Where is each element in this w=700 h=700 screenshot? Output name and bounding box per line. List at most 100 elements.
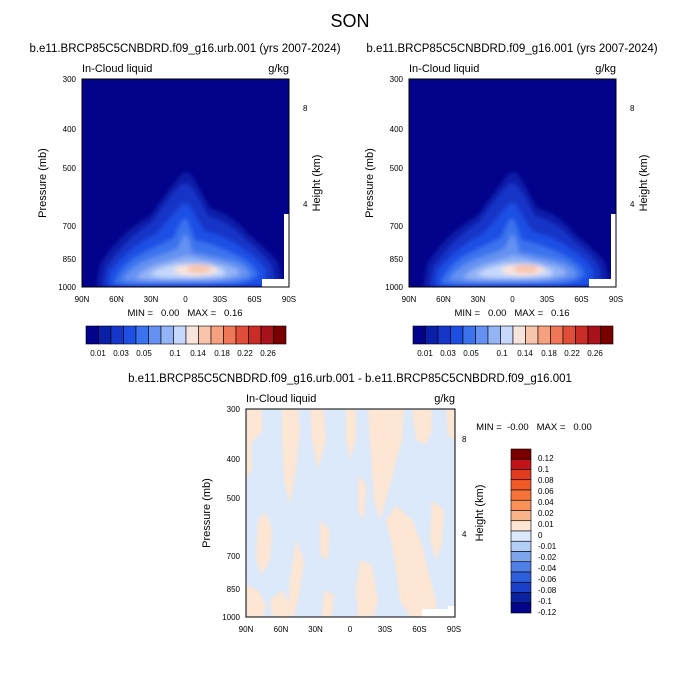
x-axis: 90N 60N 30N 0 30S 60S 90S [402, 295, 623, 304]
colorbar-label: 0.1 [538, 465, 550, 474]
y-axis-title: Pressure (mb) [37, 148, 49, 218]
positive-region [386, 505, 436, 617]
colorbar-swatch [510, 592, 532, 604]
colorbar-label: 0.22 [564, 349, 580, 358]
colorbar-label: 0.03 [113, 349, 129, 358]
contour-field [409, 79, 616, 287]
colorbar-swatch [510, 540, 532, 552]
y-tick-label: 1000 [385, 283, 403, 292]
positive-region [288, 540, 304, 617]
positive-region [270, 590, 290, 617]
colorbar-label: 0.08 [538, 476, 554, 485]
colorbar-swatch [550, 325, 564, 345]
y-tick-label: 1000 [222, 613, 240, 622]
panel-title: b.e11.BRCP85C5CNBDRD.f09_g16.001 (yrs 20… [366, 43, 657, 55]
colorbar: 0.01 0.03 0.05 0.1 0.14 0.18 0.22 0.26 [85, 325, 287, 358]
colorbar-swatch [148, 325, 162, 345]
x-tick-label: 30N [471, 295, 486, 304]
contour-field [246, 409, 455, 617]
colorbar-label: 0.18 [214, 349, 230, 358]
colorbar-label: -0.12 [538, 608, 557, 617]
colorbar-label: 0 [538, 531, 543, 540]
y-tick-label: 400 [63, 125, 77, 134]
height-tick-label: 4 [462, 530, 467, 539]
colorbar-swatch [273, 325, 287, 345]
x-tick-label: 60N [109, 295, 124, 304]
height-tick-label: 8 [630, 104, 635, 113]
positive-region [356, 560, 378, 617]
variable-label: In-Cloud liquid [409, 63, 479, 75]
colorbar-swatch [198, 325, 212, 345]
colorbar-swatch [510, 469, 532, 481]
figure-title: SON [330, 11, 369, 31]
units-label: g/kg [268, 63, 289, 75]
x-tick-label: 0 [348, 625, 353, 634]
x-tick-label: 60N [436, 295, 451, 304]
panel-urb: b.e11.BRCP85C5CNBDRD.f09_g16.urb.001 (yr… [29, 43, 340, 358]
y-tick-label: 850 [390, 255, 404, 264]
colorbar-swatch [510, 489, 532, 501]
colorbar-swatch [510, 602, 532, 614]
missing-data-mask [422, 609, 448, 617]
panel-title: b.e11.BRCP85C5CNBDRD.f09_g16.urb.001 - b… [128, 373, 572, 385]
colorbar-swatch [135, 325, 149, 345]
positive-region [368, 409, 404, 520]
colorbar: 0.01 0.03 0.05 0.1 0.14 0.18 0.22 0.26 [412, 325, 614, 358]
x-tick-label: 90N [402, 295, 417, 304]
x-tick-label: 90S [282, 295, 296, 304]
y-tick-label: 300 [63, 75, 77, 84]
colorbar-swatch [510, 571, 532, 583]
colorbar-label: 0.05 [136, 349, 152, 358]
colorbar-swatch [210, 325, 224, 345]
x-tick-label: 30S [378, 625, 392, 634]
colorbar-swatch [510, 499, 532, 511]
missing-data-mask [611, 214, 616, 287]
y-axis-right: 8 4 [630, 104, 635, 209]
contour-level-9 [187, 265, 211, 273]
y-tick-label: 1000 [58, 283, 76, 292]
y-axis-left: 300 400 500 700 850 1000 [58, 75, 76, 292]
colorbar-swatch [500, 325, 514, 345]
positive-region [310, 409, 326, 470]
colorbar-swatch [450, 325, 464, 345]
min-max-readout: MIN = 0.00 MAX = 0.16 [454, 308, 569, 319]
y-tick-label: 400 [390, 125, 404, 134]
colorbar-swatch [510, 479, 532, 491]
x-tick-label: 0 [183, 295, 188, 304]
colorbar-swatch [510, 458, 532, 470]
panel-title: b.e11.BRCP85C5CNBDRD.f09_g16.urb.001 (yr… [29, 43, 340, 55]
colorbar-swatch [223, 325, 237, 345]
colorbar-swatch [510, 561, 532, 573]
min-max-readout: MIN = 0.00 MAX = 0.16 [127, 308, 242, 319]
colorbar-swatch [425, 325, 439, 345]
colorbar-swatch [487, 325, 501, 345]
units-label: g/kg [595, 63, 616, 75]
positive-region [322, 590, 334, 617]
colorbar-labels: 0.01 0.03 0.05 0.1 0.14 0.18 0.22 0.26 [90, 349, 276, 358]
panel-control: b.e11.BRCP85C5CNBDRD.f09_g16.001 (yrs 20… [364, 43, 658, 358]
colorbar-swatch [160, 325, 174, 345]
colorbar-label: -0.08 [538, 586, 557, 595]
y-tick-label: 500 [390, 164, 404, 173]
y-axis-title-right: Height (km) [638, 155, 650, 212]
colorbar-labels: 0.12 0.1 0.08 0.06 0.04 0.02 0.01 0 -0.0… [538, 454, 557, 617]
x-tick-label: 60S [247, 295, 261, 304]
variable-label: In-Cloud liquid [82, 63, 152, 75]
colorbar-label: 0.06 [538, 487, 554, 496]
plot-frame [81, 78, 290, 288]
colorbar-swatch [537, 325, 551, 345]
colorbar-label: 0.26 [587, 349, 603, 358]
colorbar-label: 0.01 [538, 520, 554, 529]
units-label: g/kg [434, 393, 455, 405]
colorbar-label: 0.18 [541, 349, 557, 358]
height-tick-label: 8 [462, 435, 467, 444]
y-tick-label: 500 [227, 494, 241, 503]
contour-field [82, 79, 289, 287]
colorbar-swatches [412, 325, 614, 345]
y-axis-title-right: Height (km) [474, 485, 486, 542]
colorbar-swatch [185, 325, 199, 345]
y-tick-label: 700 [227, 552, 241, 561]
y-tick-label: 700 [63, 222, 77, 231]
missing-data-mask [284, 214, 289, 287]
y-axis-right: 8 4 [303, 104, 308, 209]
